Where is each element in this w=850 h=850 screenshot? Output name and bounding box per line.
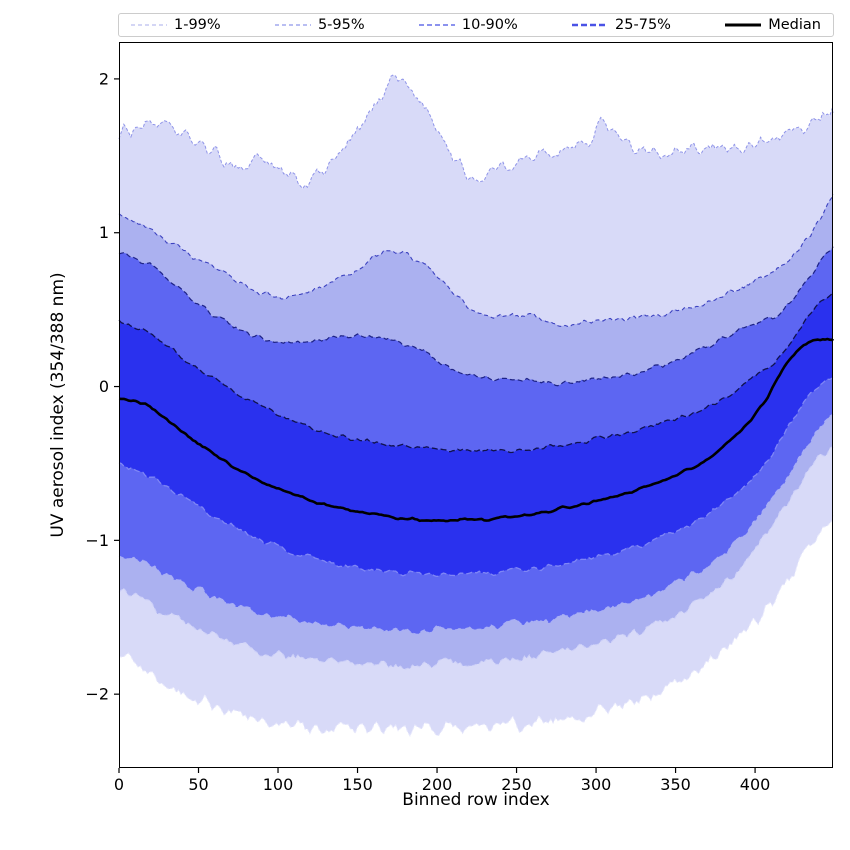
plot-frame [119, 42, 833, 768]
x-tick-label: 250 [501, 775, 532, 794]
x-tick-label: 150 [342, 775, 373, 794]
x-tick-label: 50 [188, 775, 208, 794]
legend-label: Median [768, 16, 821, 33]
legend-label: 10-90% [461, 16, 518, 33]
x-tick-label: 100 [263, 775, 294, 794]
legend-line-10-90-icon [418, 24, 455, 26]
y-tick-label: −1 [85, 531, 109, 550]
band-25-75%-fill [119, 293, 833, 577]
x-tick-label: 0 [114, 775, 124, 794]
fan-chart: 0 50 100 150 200 250 300 350 400 −2 −1 0 1 2 [85, 42, 835, 794]
x-tick-label: 350 [660, 775, 691, 794]
percentile-line-p10 [118, 413, 834, 636]
legend-item-10-90: 10-90% [418, 16, 518, 33]
y-tick-label: 1 [99, 223, 109, 242]
median-line [118, 337, 835, 523]
legend-label: 1-99% [174, 16, 221, 33]
percentile-line-p25 [118, 375, 834, 578]
legend-label: 25-75% [615, 16, 671, 33]
legend-item-median: Median [725, 18, 821, 33]
y-tick-label: −2 [85, 685, 109, 704]
y-axis-title: UV aerosol index (354/388 nm) [48, 272, 68, 538]
legend-line-median-icon [725, 23, 762, 27]
x-tick-label: 200 [422, 775, 453, 794]
percentile-line-p95 [118, 194, 834, 328]
legend-line-5-95-icon [274, 24, 311, 26]
plot-area: 0 50 100 150 200 250 300 350 400 −2 −1 0 1 2 [85, 42, 835, 794]
percentile-line-p5 [118, 446, 834, 670]
percentile-line-p1 [118, 512, 834, 738]
x-axis-title: Binned row index [402, 790, 550, 810]
x-tick-label: 300 [581, 775, 612, 794]
legend-label: 5-95% [317, 16, 365, 33]
percentile-line-p75 [118, 292, 834, 454]
y-tick-label: 2 [99, 69, 109, 88]
legend-line-1-99-icon [131, 24, 167, 26]
y-tick-label: 0 [99, 377, 109, 396]
legend: 1-99% 5-95% 10-90% 25-75% Median [118, 13, 834, 37]
legend-line-25-75-icon [572, 23, 609, 27]
legend-item-1-99: 1-99% [131, 18, 221, 33]
legend-item-5-95: 5-95% [274, 16, 365, 33]
percentile-line-p90 [118, 246, 834, 387]
percentile-line-p99 [118, 74, 834, 190]
legend-item-25-75: 25-75% [572, 18, 671, 33]
x-tick-label: 400 [740, 775, 771, 794]
